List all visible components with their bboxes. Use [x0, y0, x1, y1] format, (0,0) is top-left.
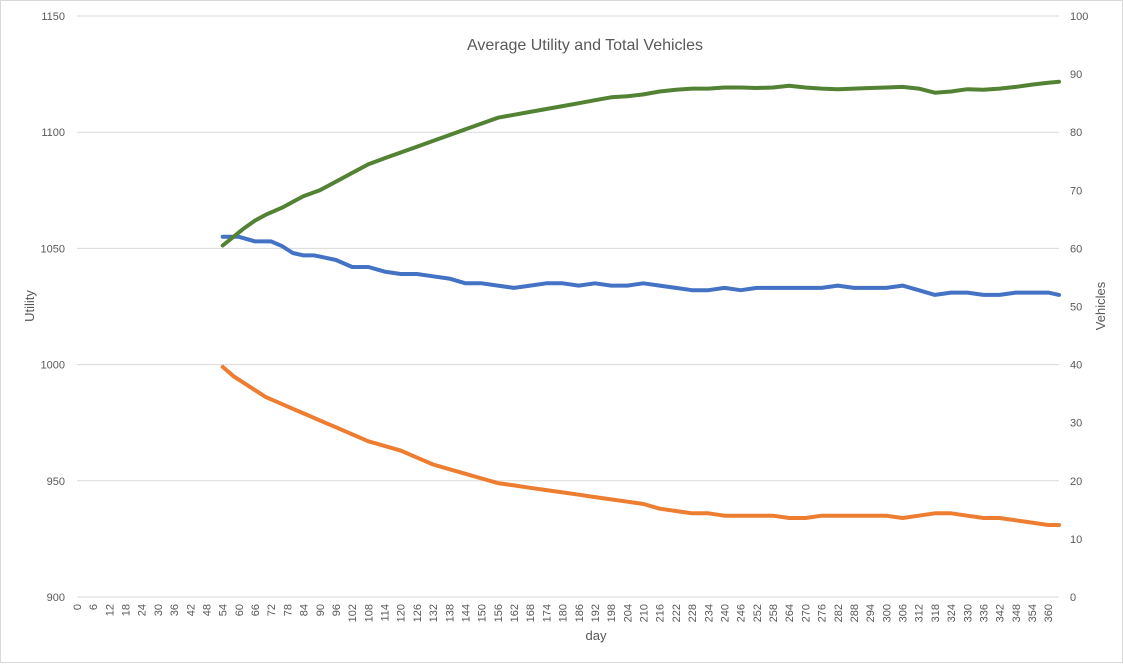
y2-tick-label: 100	[1070, 11, 1088, 23]
x-tick-label: 96	[331, 604, 343, 616]
x-tick-label: 174	[541, 604, 553, 622]
x-tick-label: 348	[1011, 604, 1023, 622]
x-tick-label: 30	[153, 604, 165, 616]
x-tick-label: 216	[655, 604, 667, 622]
x-tick-label: 66	[250, 604, 262, 616]
x-tick-label: 324	[946, 604, 958, 622]
x-tick-label: 204	[622, 604, 634, 622]
x-tick-label: 222	[671, 604, 683, 622]
x-tick-label: 342	[995, 604, 1007, 622]
x-tick-label: 330	[962, 604, 974, 622]
x-tick-label: 126	[412, 604, 424, 622]
y2-tick-label: 80	[1070, 127, 1082, 139]
x-tick-label: 228	[687, 604, 699, 622]
x-tick-label: 150	[477, 604, 489, 622]
x-tick-label: 84	[299, 604, 311, 616]
y-tick-label: 1100	[41, 127, 65, 139]
y2-tick-label: 30	[1070, 418, 1082, 430]
y-tick-label: 1150	[41, 11, 65, 23]
x-tick-label: 78	[282, 604, 294, 616]
x-tick-label: 168	[525, 604, 537, 622]
x-tick-label: 6	[88, 604, 100, 610]
x-tick-label: 186	[574, 604, 586, 622]
x-tick-label: 300	[881, 604, 893, 622]
chart-title: Average Utility and Total Vehicles	[467, 37, 703, 54]
x-tick-label: 162	[509, 604, 521, 622]
x-tick-label: 54	[218, 604, 230, 616]
x-tick-label: 144	[460, 604, 472, 622]
x-tick-label: 288	[849, 604, 861, 622]
x-tick-label: 276	[817, 604, 829, 622]
x-tick-label: 336	[978, 604, 990, 622]
x-tick-label: 294	[865, 604, 877, 622]
series-line-3	[220, 79, 1061, 248]
x-tick-label: 132	[428, 604, 440, 622]
x-axis-ticks: 0 6 12 18 24 30 36 42 48 54 60 66 72 78 84 90 96 102 108 11…	[72, 604, 1055, 622]
x-tick-label: 264	[784, 604, 796, 622]
y-tick-label: 950	[47, 476, 65, 488]
x-tick-label: 120	[396, 604, 408, 622]
y2-tick-label: 0	[1070, 592, 1076, 604]
x-axis-title: day	[586, 628, 607, 643]
y-tick-label: 1000	[41, 360, 65, 372]
y2-tick-label: 60	[1070, 243, 1082, 255]
x-tick-label: 12	[104, 604, 116, 616]
series-lines	[220, 79, 1061, 527]
x-tick-label: 156	[493, 604, 505, 622]
x-tick-label: 36	[169, 604, 181, 616]
x-tick-label: 108	[363, 604, 375, 622]
x-tick-label: 360	[1043, 604, 1055, 622]
x-tick-label: 102	[347, 604, 359, 622]
x-tick-label: 318	[930, 604, 942, 622]
x-tick-label: 306	[898, 604, 910, 622]
x-tick-label: 234	[703, 604, 715, 622]
y2-axis-ticks: 0 10 20 30 40 50 60 70 80 90 100	[1070, 11, 1088, 604]
x-tick-label: 270	[800, 604, 812, 622]
x-tick-label: 60	[234, 604, 246, 616]
x-tick-label: 48	[201, 604, 213, 616]
x-tick-label: 354	[1027, 604, 1039, 622]
x-tick-label: 72	[266, 604, 278, 616]
x-tick-label: 24	[137, 604, 149, 616]
x-tick-label: 282	[833, 604, 845, 622]
x-tick-label: 138	[444, 604, 456, 622]
series-line-1	[220, 234, 1061, 297]
y2-tick-label: 20	[1070, 476, 1082, 488]
y2-tick-label: 50	[1070, 302, 1082, 314]
y-axis-title: Utility	[22, 290, 37, 322]
series-line-2	[220, 364, 1061, 527]
x-tick-label: 192	[590, 604, 602, 622]
x-tick-label: 258	[768, 604, 780, 622]
x-tick-label: 198	[606, 604, 618, 622]
x-tick-label: 114	[380, 604, 392, 622]
x-tick-label: 42	[185, 604, 197, 616]
x-tick-label: 252	[752, 604, 764, 622]
y2-tick-label: 10	[1070, 534, 1082, 546]
y2-tick-label: 70	[1070, 185, 1082, 197]
x-tick-label: 210	[639, 604, 651, 622]
x-tick-label: 246	[736, 604, 748, 622]
x-tick-label: 240	[719, 604, 731, 622]
x-tick-label: 0	[72, 604, 84, 610]
y-tick-label: 900	[47, 592, 65, 604]
y2-tick-label: 90	[1070, 69, 1082, 81]
x-tick-label: 18	[121, 604, 133, 616]
x-tick-label: 180	[558, 604, 570, 622]
y-tick-label: 1050	[41, 243, 65, 255]
gridlines	[77, 15, 1059, 598]
y-axis-ticks: 900 950 1000 1050 1100 1150	[41, 11, 65, 604]
y2-axis-title: Vehicles	[1093, 281, 1108, 330]
x-tick-label: 90	[315, 604, 327, 616]
y2-tick-label: 40	[1070, 360, 1082, 372]
x-tick-label: 312	[914, 604, 926, 622]
